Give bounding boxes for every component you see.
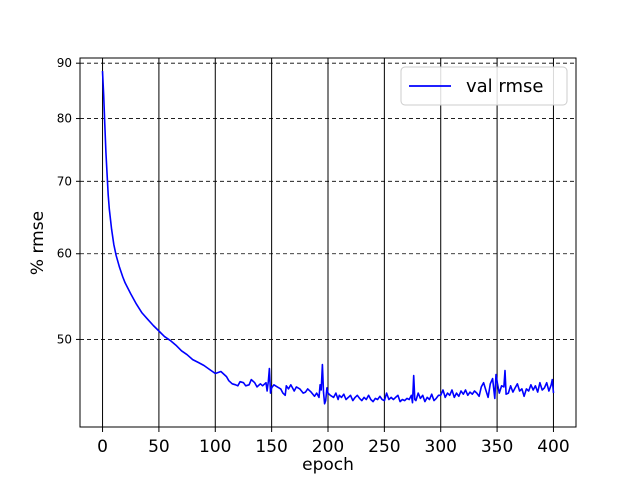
x-axis-label: epoch xyxy=(302,455,354,475)
legend-label: val rmse xyxy=(466,76,543,97)
data-layer xyxy=(101,71,555,405)
series-line-val-rmse xyxy=(101,71,555,405)
legend: val rmse xyxy=(400,66,568,106)
x-tick-label: 50 xyxy=(148,437,170,457)
x-tick-label: 300 xyxy=(425,437,457,457)
y-tick-label: 60 xyxy=(57,247,72,261)
y-tick-label: 50 xyxy=(57,332,72,346)
plot-frame xyxy=(79,57,577,428)
x-tick-label: 200 xyxy=(312,437,344,457)
grid xyxy=(80,58,576,427)
legend-box xyxy=(400,66,568,106)
y-tick-label: 70 xyxy=(57,174,72,188)
y-tick-label: 90 xyxy=(57,56,72,70)
axes: 0 50 100 150 200 250 300 350 400 50 60 70 80 90 xyxy=(57,56,577,457)
y-axis-label: % rmse xyxy=(28,211,48,275)
x-tick-label: 0 xyxy=(97,437,108,457)
x-tick-label: 400 xyxy=(537,437,569,457)
x-tick-label: 100 xyxy=(199,437,231,457)
y-tick-label: 80 xyxy=(57,112,72,126)
x-tick-label: 250 xyxy=(368,437,400,457)
x-tick-label: 350 xyxy=(481,437,513,457)
x-tick-label: 150 xyxy=(255,437,287,457)
